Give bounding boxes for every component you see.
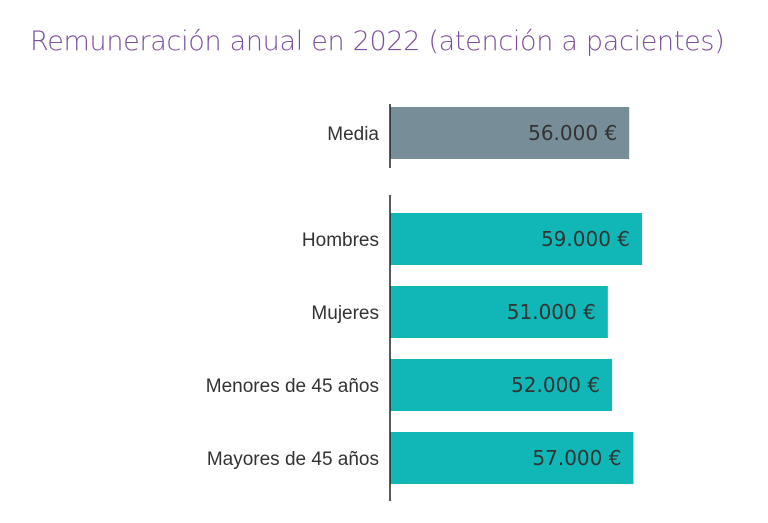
category-label: Hombres	[302, 230, 379, 251]
category-label: Menores de 45 años	[206, 376, 379, 397]
chart-title: Remuneración anual en 2022 (atención a p…	[30, 26, 725, 57]
data-label: 57.000 €	[532, 446, 621, 470]
data-label: 56.000 €	[528, 121, 617, 145]
bar-media	[390, 107, 630, 159]
category-label: Mujeres	[311, 303, 379, 324]
bar-mujeres	[390, 286, 608, 338]
bar-menores-de-45-años	[390, 359, 613, 411]
bar-hombres	[390, 213, 642, 265]
data-label: 59.000 €	[541, 227, 630, 251]
category-label: Mayores de 45 años	[207, 449, 379, 470]
category-label: Media	[327, 124, 379, 145]
bar-mayores-de-45-años	[390, 432, 634, 484]
data-label: 51.000 €	[507, 300, 596, 324]
data-label: 52.000 €	[511, 373, 600, 397]
